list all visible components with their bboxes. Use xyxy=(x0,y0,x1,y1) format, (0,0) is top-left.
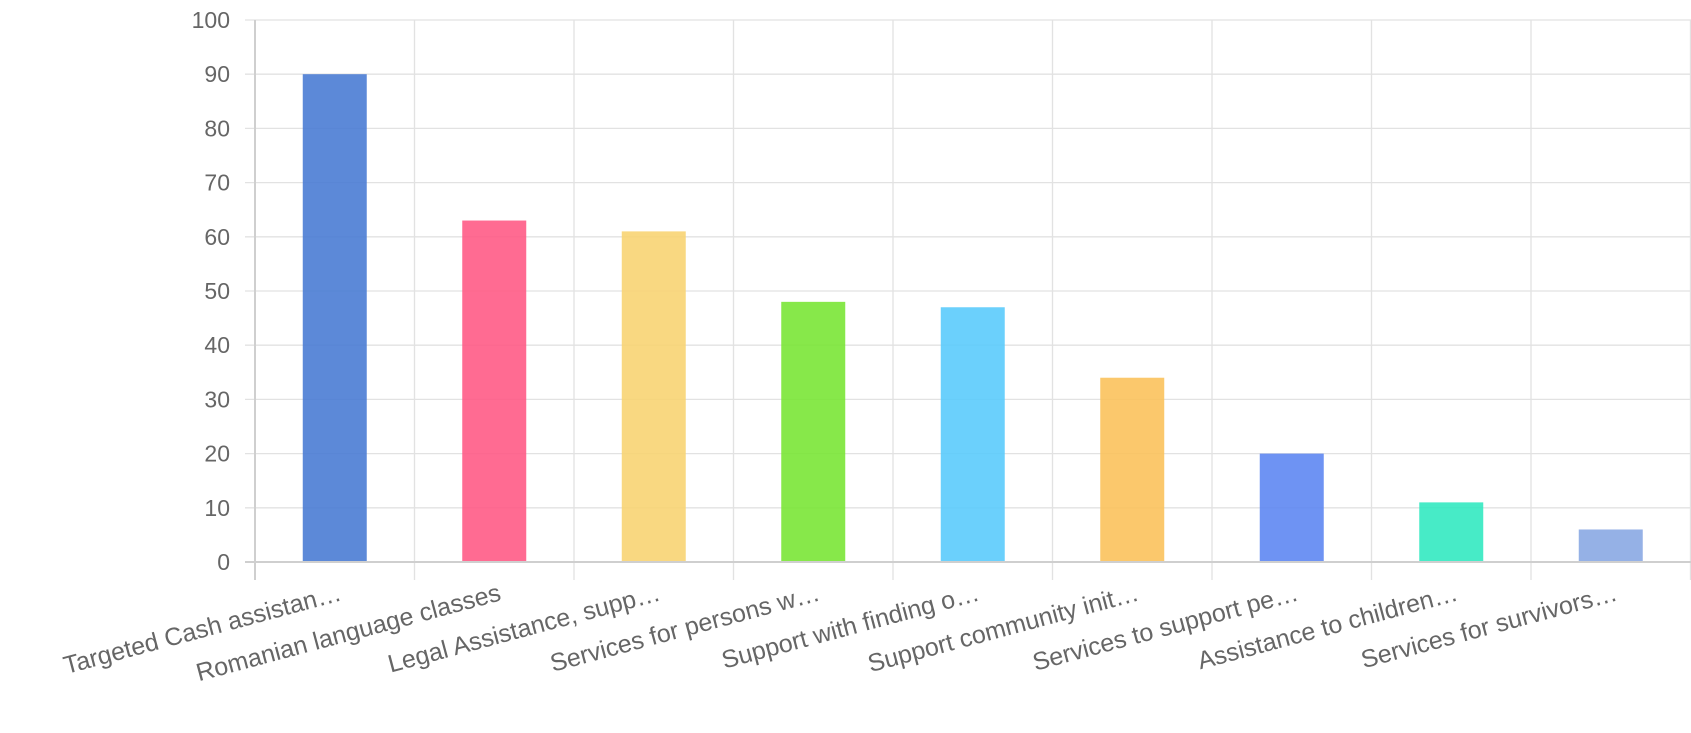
bar[interactable] xyxy=(302,74,367,562)
y-tick-label: 50 xyxy=(204,278,230,304)
x-tick-label: Support community init… xyxy=(865,579,1142,678)
y-tick-label: 30 xyxy=(204,386,230,412)
x-tick-label: Assistance to children… xyxy=(1195,579,1461,675)
y-tick-label: 10 xyxy=(204,495,230,521)
bar[interactable] xyxy=(1100,377,1165,562)
axis-layer xyxy=(245,20,1691,580)
y-tick-label: 70 xyxy=(204,170,230,196)
bar[interactable] xyxy=(1578,529,1643,562)
x-tick-label: Legal Assistance, supp… xyxy=(385,579,663,679)
bar[interactable] xyxy=(1419,502,1484,562)
bar[interactable] xyxy=(940,307,1005,562)
y-tick-label: 40 xyxy=(204,332,230,358)
y-tick-label: 80 xyxy=(204,115,230,141)
x-tick-label: Services for persons w… xyxy=(547,579,823,678)
x-tick-label: Services to support pe… xyxy=(1030,579,1302,677)
bar[interactable] xyxy=(1259,453,1324,562)
y-tick-label: 90 xyxy=(204,61,230,87)
bar[interactable] xyxy=(462,220,527,563)
y-tick-label: 60 xyxy=(204,224,230,250)
bar-layer xyxy=(302,74,1643,563)
y-tick-label: 100 xyxy=(192,7,230,33)
y-tick-label: 0 xyxy=(217,549,230,575)
bar[interactable] xyxy=(781,301,846,562)
y-tick-label: 20 xyxy=(204,441,230,467)
bar[interactable] xyxy=(621,231,686,562)
